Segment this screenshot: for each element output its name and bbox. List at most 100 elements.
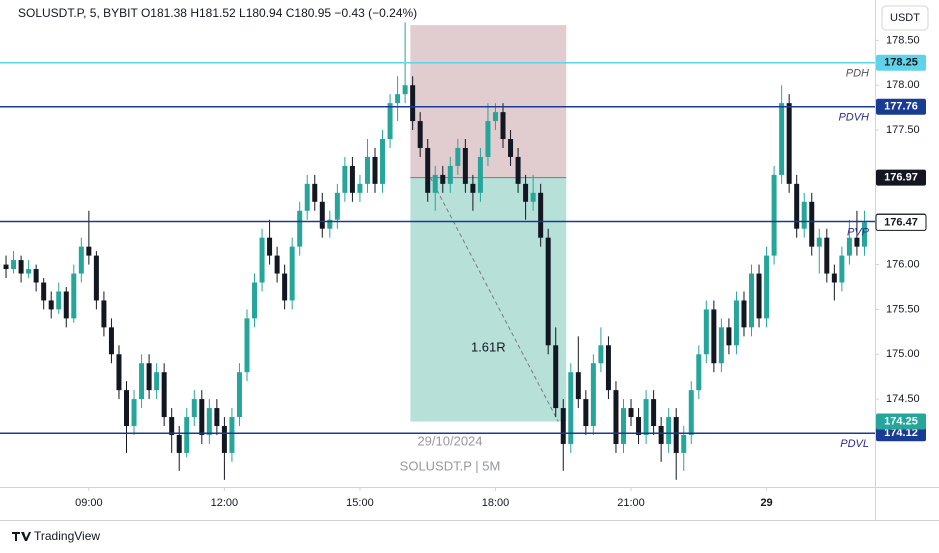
- level-label-box: [876, 98, 926, 115]
- candle-body: [613, 390, 619, 444]
- candle-body: [93, 255, 99, 301]
- level-name: PVP: [847, 226, 870, 238]
- candle-body: [169, 417, 175, 435]
- candle-body: [26, 269, 32, 274]
- candle-body: [711, 309, 717, 364]
- candle-body: [259, 237, 265, 283]
- candle-body: [839, 255, 845, 283]
- level-label: 177.76: [884, 101, 918, 113]
- candle-body: [357, 183, 363, 193]
- candle-body: [605, 345, 611, 391]
- candle-body: [620, 408, 626, 444]
- candle-body: [658, 426, 664, 444]
- candle-body: [402, 85, 408, 95]
- candle-body: [455, 147, 461, 166]
- candle-body: [523, 183, 529, 202]
- x-tick-label: 12:00: [211, 497, 239, 509]
- candle-body: [304, 183, 310, 211]
- candle-body: [530, 192, 536, 202]
- candle-body: [176, 434, 182, 453]
- candle-body: [432, 174, 438, 193]
- candle-body: [764, 255, 770, 319]
- y-tick-label: 177.50: [886, 124, 920, 136]
- candle-body: [131, 399, 137, 427]
- logo: [12, 532, 31, 541]
- candle-body: [462, 147, 468, 184]
- candle-body: [492, 112, 498, 122]
- candle-body: [771, 174, 777, 256]
- candle-body: [289, 246, 295, 301]
- candle-body: [395, 94, 401, 104]
- candle-body: [48, 300, 54, 310]
- watermark: SOLUSDT.P | 5M: [400, 458, 501, 473]
- candle-body: [41, 282, 47, 301]
- watermark: 29/10/2024: [417, 433, 482, 448]
- candle-body: [161, 372, 167, 418]
- candle-body: [334, 192, 340, 220]
- candle-body: [410, 85, 416, 122]
- candle-body: [749, 273, 755, 328]
- candle-body: [86, 246, 92, 256]
- brand: TradingView: [34, 529, 100, 543]
- currency-button[interactable]: [881, 5, 929, 31]
- candle-body: [18, 260, 24, 274]
- candle-body: [184, 417, 190, 453]
- x-tick-label: 18:00: [482, 497, 510, 509]
- candle-body: [425, 147, 431, 193]
- candle-body: [575, 372, 581, 400]
- target-label: 174.25: [884, 415, 918, 427]
- entry-label-box: [876, 169, 926, 186]
- candle-body: [718, 327, 724, 364]
- candle-body: [229, 417, 235, 453]
- candle-body: [274, 255, 280, 274]
- candle-body: [3, 264, 9, 270]
- x-tick-label: 15:00: [346, 497, 374, 509]
- y-tick-label: 174.50: [886, 393, 920, 405]
- candle-body: [108, 327, 114, 355]
- candle-body: [508, 139, 514, 157]
- candle-body: [349, 165, 355, 193]
- y-tick-label: 175.00: [886, 348, 920, 360]
- candle-body: [485, 121, 491, 157]
- candle-body: [199, 399, 205, 435]
- entry-label: 176.97: [884, 171, 918, 183]
- candle-body: [733, 300, 739, 346]
- currency[interactable]: USDT: [890, 12, 920, 24]
- candle-body: [477, 156, 483, 193]
- candle-body: [11, 260, 17, 270]
- candle-body: [636, 417, 642, 435]
- candle-body: [56, 291, 62, 310]
- candle-body: [651, 399, 657, 427]
- level-label-box: [876, 54, 926, 71]
- candle-body: [364, 156, 370, 184]
- candle-body: [244, 318, 250, 373]
- candle-body: [116, 354, 122, 391]
- y-tick-label: 176.00: [886, 258, 920, 270]
- candle-body: [124, 390, 130, 427]
- candle-body: [470, 183, 476, 193]
- candle-body: [643, 399, 649, 435]
- candle-body: [553, 345, 559, 409]
- candle-body: [297, 210, 303, 247]
- trade-path: [429, 177, 559, 422]
- candle-body: [726, 327, 732, 346]
- candle-body: [78, 246, 84, 274]
- candle-body: [598, 345, 604, 364]
- candle-body: [545, 237, 551, 346]
- candle-body: [146, 363, 152, 391]
- y-tick-label: 175.50: [886, 303, 920, 315]
- candle-body: [538, 192, 544, 238]
- candle-body: [583, 399, 589, 427]
- level-label: 174.12: [884, 427, 918, 439]
- candle-body: [794, 183, 800, 229]
- risk-reward: 1.61R: [471, 339, 506, 354]
- chart-title: SOLUSDT.P, 5, BYBIT O181.38 H181.52 L180…: [18, 6, 417, 20]
- x-tick-label: 29: [760, 497, 772, 509]
- y-tick-label: 178.00: [886, 79, 920, 91]
- candle-body: [801, 201, 807, 229]
- candle-body: [824, 237, 830, 274]
- plot: 29/10/2024 SOLUSDT.P | 5M 1.61R: [0, 22, 875, 480]
- candle-body: [666, 417, 672, 444]
- x-tick-label: 21:00: [617, 497, 645, 509]
